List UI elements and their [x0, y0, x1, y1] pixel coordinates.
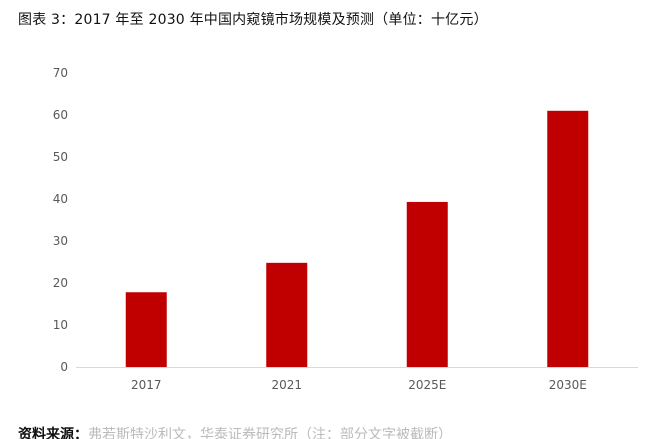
y-tick-label: 70	[53, 66, 68, 80]
x-axis-ticks: 2017 2021 2025E 2030E	[131, 378, 587, 392]
figure-title: 图表 3：2017 年至 2030 年中国内窥镜市场规模及预测（单位：十亿元）	[18, 12, 488, 28]
bars	[125, 110, 589, 368]
x-tick-label: 2030E	[549, 378, 587, 392]
source-note: 资料来源：弗若斯特沙利文，华泰证券研究所（注：部分文字被截断）	[18, 424, 658, 439]
source-label: 资料来源：	[18, 427, 88, 439]
x-tick-label: 2025E	[408, 378, 446, 392]
y-tick-label: 60	[53, 108, 68, 122]
bar	[406, 201, 448, 367]
y-tick-label: 30	[53, 234, 68, 248]
x-tick-label: 2017	[131, 378, 162, 392]
y-axis-ticks: 0 10 20 30 40 50 60 70	[53, 66, 68, 374]
y-tick-label: 20	[53, 276, 68, 290]
y-tick-label: 0	[60, 360, 68, 374]
y-tick-label: 10	[53, 318, 68, 332]
source-text: 弗若斯特沙利文，华泰证券研究所（注：部分文字被截断）	[88, 427, 452, 439]
y-tick-label: 40	[53, 192, 68, 206]
bar	[125, 292, 167, 367]
bar	[266, 262, 308, 367]
x-tick-label: 2021	[271, 378, 302, 392]
y-tick-label: 50	[53, 150, 68, 164]
bar	[547, 110, 589, 368]
